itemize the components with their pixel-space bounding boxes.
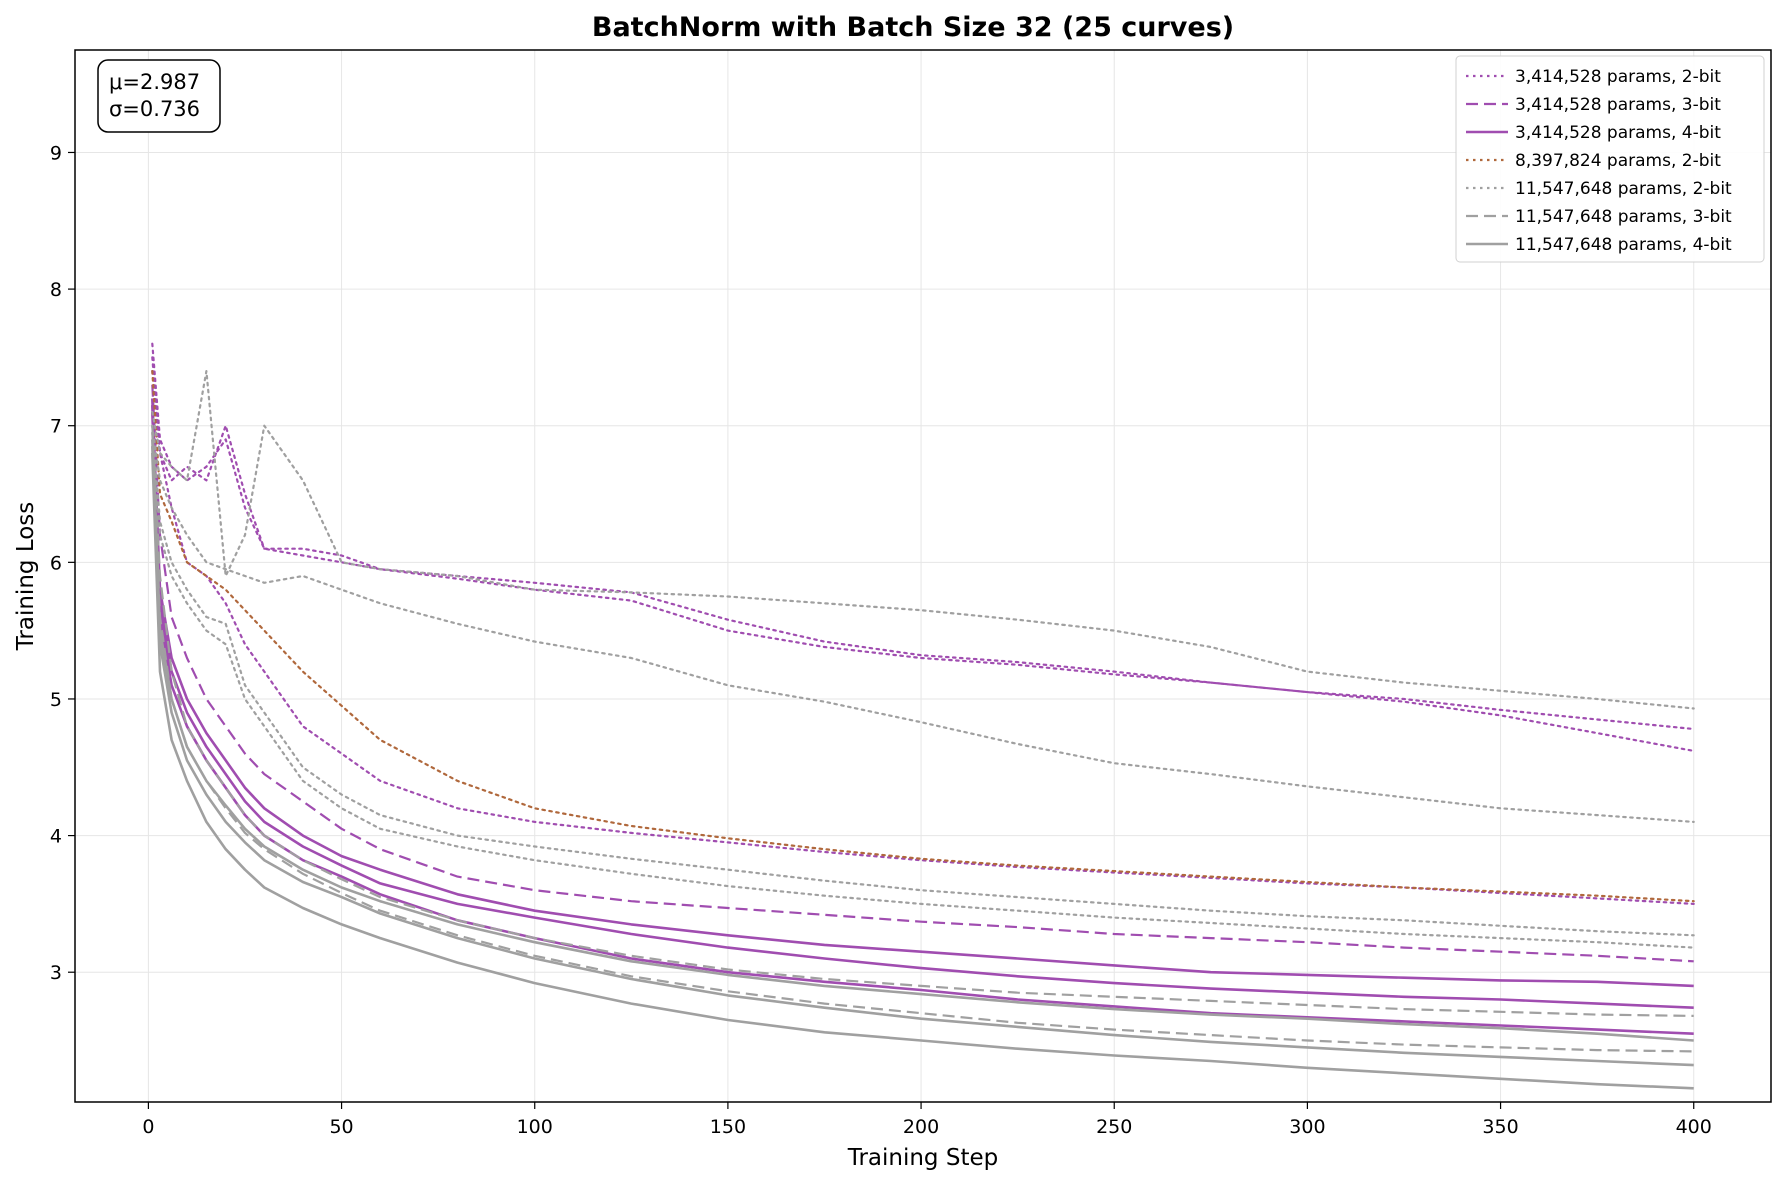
series-line bbox=[151, 356, 1695, 753]
legend-label: 3,414,528 params, 2-bit bbox=[1515, 67, 1721, 87]
series-line bbox=[151, 424, 1695, 824]
y-axis-label: Training Loss bbox=[13, 502, 39, 652]
stats-box: μ=2.987 σ=0.736 bbox=[97, 59, 221, 133]
series-line bbox=[151, 398, 1694, 988]
legend-item: 8,397,824 params, 2-bit bbox=[1466, 151, 1721, 171]
legend-label: 11,547,648 params, 2-bit bbox=[1515, 179, 1732, 199]
stats-sigma: σ=0.736 bbox=[109, 97, 200, 121]
y-tick-label: 4 bbox=[50, 826, 62, 848]
x-tick-label: 400 bbox=[1676, 1116, 1712, 1138]
x-tick-label: 50 bbox=[329, 1116, 353, 1138]
series-line bbox=[151, 424, 1695, 937]
legend: 3,414,528 params, 2-bit 3,414,528 params,… bbox=[1455, 55, 1765, 263]
x-tick-label: 200 bbox=[903, 1116, 939, 1138]
legend-frame bbox=[1455, 55, 1765, 263]
legend-item: 11,547,648 params, 4-bit bbox=[1466, 235, 1732, 255]
series-line bbox=[151, 446, 1694, 1067]
legend-item: 11,547,648 params, 2-bit bbox=[1466, 179, 1732, 199]
chart-title: BatchNorm with Batch Size 32 (25 curves) bbox=[592, 12, 1234, 43]
series-line bbox=[151, 432, 1694, 1053]
x-axis-label: Training Step bbox=[847, 1145, 998, 1171]
series-line bbox=[151, 370, 1695, 906]
y-tick-label: 7 bbox=[50, 416, 62, 438]
series-line bbox=[151, 370, 1695, 903]
x-tick-label: 100 bbox=[517, 1116, 553, 1138]
y-tick-label: 3 bbox=[50, 962, 62, 984]
x-tick-label: 0 bbox=[142, 1116, 154, 1138]
series-line bbox=[151, 342, 1695, 731]
series-line bbox=[151, 452, 1694, 1090]
series-line bbox=[151, 425, 1694, 1017]
legend-label: 8,397,824 params, 2-bit bbox=[1515, 151, 1721, 171]
x-tick-label: 350 bbox=[1482, 1116, 1518, 1138]
plot-frame bbox=[74, 49, 1772, 1103]
legend-label: 3,414,528 params, 4-bit bbox=[1515, 123, 1721, 143]
y-tick-label: 8 bbox=[50, 279, 62, 301]
y-tick-label: 5 bbox=[50, 689, 62, 711]
legend-item: 3,414,528 params, 2-bit bbox=[1466, 67, 1721, 87]
legend-item: 3,414,528 params, 4-bit bbox=[1466, 123, 1721, 143]
stats-box-frame bbox=[97, 59, 221, 133]
x-tick-label: 250 bbox=[1096, 1116, 1132, 1138]
series-line bbox=[151, 405, 1694, 1009]
legend-label: 11,547,648 params, 4-bit bbox=[1515, 235, 1732, 255]
stats-mu: μ=2.987 bbox=[109, 70, 200, 94]
legend-label: 11,547,648 params, 3-bit bbox=[1515, 207, 1732, 227]
legend-item: 3,414,528 params, 3-bit bbox=[1466, 95, 1721, 115]
y-tick-label: 6 bbox=[50, 552, 62, 574]
x-tick-label: 300 bbox=[1289, 1116, 1325, 1138]
series-lines bbox=[151, 342, 1695, 1090]
series-line bbox=[151, 384, 1694, 963]
grid-lines bbox=[75, 50, 1771, 1102]
legend-label: 3,414,528 params, 3-bit bbox=[1515, 95, 1721, 115]
y-tick-label: 9 bbox=[50, 142, 62, 164]
legend-item: 11,547,648 params, 3-bit bbox=[1466, 207, 1732, 227]
series-line bbox=[151, 370, 1695, 710]
x-tick-label: 150 bbox=[710, 1116, 746, 1138]
series-line bbox=[151, 431, 1695, 949]
series-line bbox=[151, 439, 1694, 1042]
axis-ticks: 0 50 100 150 200 250 300 350 400 3 4 5 6 7 8 9 bbox=[50, 142, 1712, 1138]
